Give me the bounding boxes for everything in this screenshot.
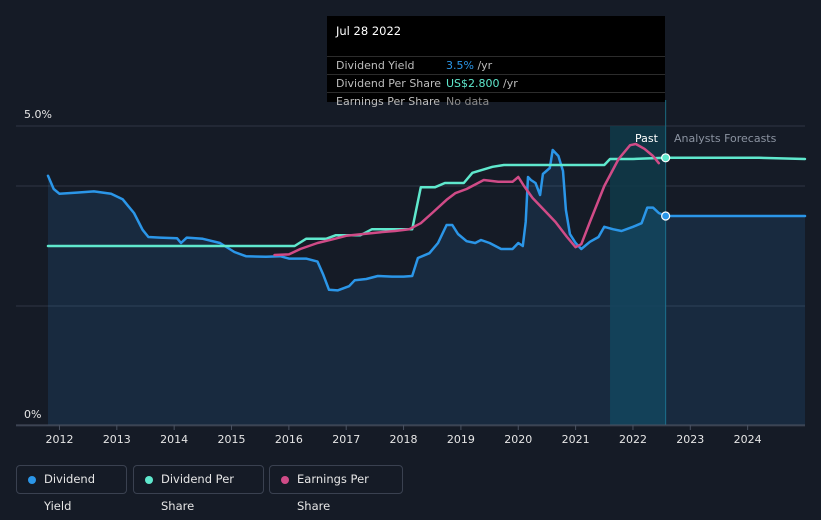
markers-layer xyxy=(661,153,671,221)
past-band-rect xyxy=(610,126,666,425)
dividend-yield-area xyxy=(48,150,805,425)
x-tick-label: 2021 xyxy=(562,433,590,446)
y-axis-top-label: 5.0% xyxy=(24,108,52,121)
legend-item-earnings-per-share[interactable]: Earnings Per Share xyxy=(269,465,403,513)
tooltip-row-earnings-per-share: Earnings Per Share No data xyxy=(327,92,665,111)
tooltip-value: No data xyxy=(446,95,490,108)
legend-dot-icon xyxy=(145,476,153,484)
dividend-per-share-line xyxy=(46,156,807,248)
legend-dot-icon xyxy=(28,476,36,484)
dividend-chart: 2012 2013 2014 2015 2016 2017 2018 2019 2020 2021… xyxy=(16,100,807,446)
tooltip-date: Jul 28 2022 xyxy=(336,24,402,38)
x-tick-label: 2016 xyxy=(275,433,303,446)
legend-item-dividend-per-share[interactable]: Dividend Per Share xyxy=(133,465,264,513)
gridlines xyxy=(16,125,805,427)
x-tick-label: 2018 xyxy=(390,433,418,446)
x-tick-label: 2019 xyxy=(447,433,475,446)
tooltip-label: Dividend Yield xyxy=(336,59,415,72)
past-label: Past xyxy=(635,132,658,145)
tooltip: Jul 28 2022 Dividend Yield 3.5% /yr Divi… xyxy=(327,16,665,108)
legend-dot-icon xyxy=(281,476,289,484)
x-tick-label: 2015 xyxy=(218,433,246,446)
tooltip-value: US$2.800 xyxy=(446,77,500,90)
axes-layer: 2012 2013 2014 2015 2016 2017 2018 2019 2020 2021… xyxy=(16,424,805,446)
x-tick-label: 2022 xyxy=(619,433,647,446)
dividend-yield-marker xyxy=(661,211,671,221)
tooltip-row-dividend-yield: Dividend Yield 3.5% /yr xyxy=(327,56,665,75)
x-tick-label: 2017 xyxy=(332,433,360,446)
legend-item-dividend-yield[interactable]: Dividend Yield xyxy=(16,465,127,513)
tooltip-label: Dividend Per Share xyxy=(336,77,442,90)
x-tick-label: 2020 xyxy=(504,433,532,446)
y-axis-bottom-label: 0% xyxy=(24,408,41,421)
x-tick-label: 2013 xyxy=(103,433,131,446)
tooltip-value: 3.5% xyxy=(446,59,474,72)
x-tick-label: 2012 xyxy=(45,433,73,446)
past-band xyxy=(610,100,667,425)
tooltip-unit: /yr xyxy=(499,77,518,90)
series-layer xyxy=(46,142,807,425)
forecast-label: Analysts Forecasts xyxy=(674,132,777,145)
tooltip-row-dividend-per-share: Dividend Per Share US$2.800 /yr xyxy=(327,74,665,93)
tooltip-label: Earnings Per Share xyxy=(336,95,441,108)
earnings-per-share-line xyxy=(273,142,661,257)
tooltip-unit: /yr xyxy=(473,59,493,72)
x-tick-label: 2023 xyxy=(676,433,704,446)
dividend-yield-line xyxy=(46,148,807,292)
dividend-per-share-marker xyxy=(661,153,671,163)
x-tick-label: 2024 xyxy=(734,433,762,446)
x-tick-label: 2014 xyxy=(160,433,188,446)
